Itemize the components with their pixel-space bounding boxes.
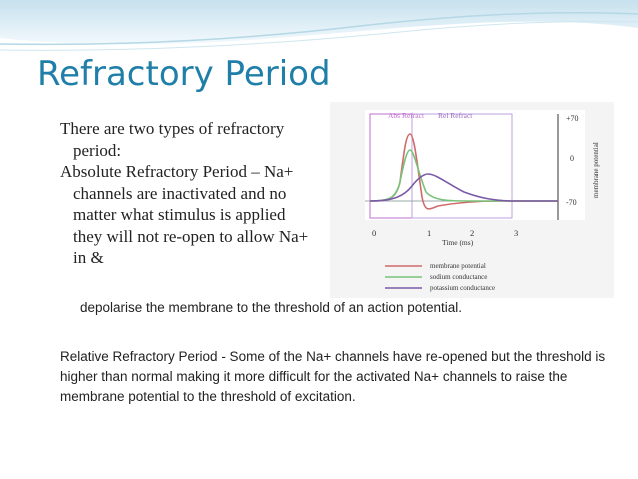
y-tick-mid: 0 bbox=[570, 154, 574, 163]
x-tick-0: 0 bbox=[372, 228, 376, 238]
relative-refractory-paragraph: Relative Refractory Period - Some of the… bbox=[60, 349, 606, 404]
x-axis-label: Time (ms) bbox=[442, 238, 474, 247]
slide-title: Refractory Period bbox=[37, 54, 331, 94]
x-tick-3: 3 bbox=[514, 228, 518, 238]
y-tick-bottom: -70 bbox=[566, 198, 577, 207]
x-tick-1: 1 bbox=[427, 228, 431, 238]
plot-area bbox=[365, 110, 585, 220]
bullet-continuation: depolarise the membrane to the threshold… bbox=[80, 300, 462, 315]
rel-refract-band bbox=[411, 113, 513, 219]
header-decoration bbox=[0, 0, 638, 51]
potassium-conductance-line bbox=[369, 173, 558, 202]
abs-refract-label: Abs Refract bbox=[388, 111, 425, 120]
sodium-conductance-line bbox=[369, 149, 558, 202]
bullet-list: There are two types of refractory period… bbox=[60, 118, 310, 269]
bullet-absolute-refractory: Absolute Refractory Period – Na+ channel… bbox=[60, 162, 309, 267]
x-tick-2: 2 bbox=[470, 228, 474, 238]
refractory-period-graph: Abs Refract Rel Refract +70 0 -70 membra… bbox=[330, 102, 614, 298]
y-axis-label: membrane potential bbox=[592, 142, 600, 198]
legend-label-sodium: sodium conductance bbox=[430, 273, 487, 281]
y-tick-top: +70 bbox=[566, 114, 579, 123]
legend-label-potassium: potassium conductance bbox=[430, 284, 495, 292]
rel-refract-label: Rel Refract bbox=[438, 111, 473, 120]
legend-label-membrane: membrane potential bbox=[430, 262, 486, 270]
bullet-types: There are two types of refractory period… bbox=[60, 119, 285, 160]
